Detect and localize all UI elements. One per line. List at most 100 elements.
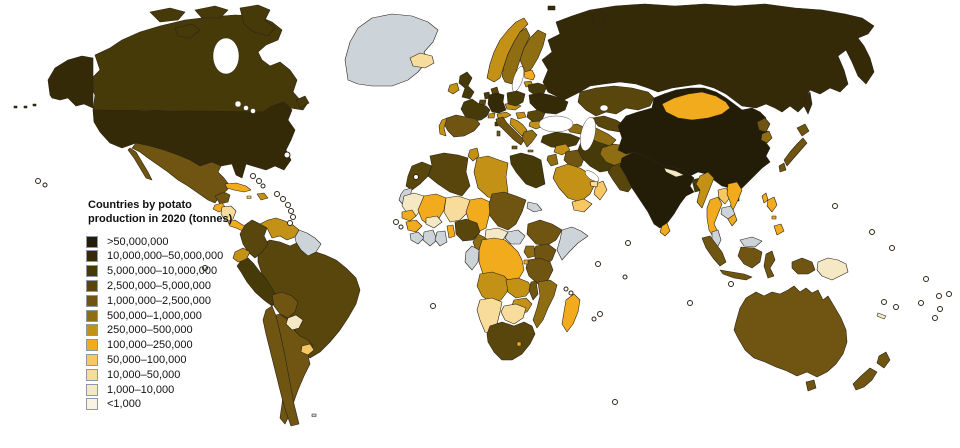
country-israel-jordan bbox=[546, 153, 559, 167]
legend-row: 250,000–500,000 bbox=[86, 324, 256, 337]
country-tunisia bbox=[467, 147, 480, 162]
island-ring-palau bbox=[728, 281, 734, 287]
legend-row: 10,000,000–50,000,000 bbox=[86, 250, 256, 263]
country-tanzania bbox=[525, 257, 554, 285]
legend-row: <1,000 bbox=[86, 398, 256, 411]
country-canada-arctic-island bbox=[149, 7, 186, 23]
island-ring-antilles bbox=[285, 202, 291, 208]
island-ring-chagos bbox=[622, 274, 628, 280]
island-ring-tonga bbox=[918, 300, 924, 306]
island-ring-fiji bbox=[936, 293, 942, 299]
island-ring-micronesia bbox=[889, 245, 895, 251]
legend-row: >50,000,000 bbox=[86, 235, 256, 248]
country-uganda bbox=[523, 245, 536, 259]
country-italy bbox=[495, 116, 525, 146]
legend-swatch bbox=[86, 353, 98, 366]
country-algeria bbox=[427, 152, 471, 197]
island-ring-galapagos bbox=[202, 265, 208, 271]
legend-swatch bbox=[86, 309, 98, 322]
country-uruguay bbox=[300, 343, 315, 356]
country-novaya-zemlya bbox=[591, 9, 607, 29]
country-sakhalin bbox=[803, 91, 813, 115]
country-morocco bbox=[405, 161, 433, 191]
persian-gulf bbox=[584, 170, 600, 182]
country-russia bbox=[541, 3, 875, 113]
country-ethiopia bbox=[526, 219, 563, 247]
country-ivory-coast bbox=[422, 229, 438, 247]
country-cambodia bbox=[720, 205, 736, 220]
legend: Countries by potato production in 2020 (… bbox=[86, 198, 256, 413]
country-vietnam bbox=[725, 181, 743, 227]
aleutian-islands bbox=[23, 105, 28, 109]
country-guyanas bbox=[294, 229, 322, 257]
country-germany bbox=[487, 92, 507, 114]
country-new-zealand-north bbox=[876, 351, 891, 369]
baltic-sea bbox=[511, 66, 525, 92]
country-sierra-leone-liberia bbox=[409, 231, 425, 245]
island-ring-comoros bbox=[568, 290, 574, 296]
country-myanmar bbox=[695, 171, 715, 209]
country-japan-hokkaido bbox=[796, 123, 810, 137]
country-iceland bbox=[409, 52, 435, 69]
island-ring-st-helena bbox=[430, 303, 436, 309]
country-svalbard bbox=[547, 5, 556, 11]
country-philippines-mindanao bbox=[773, 223, 785, 236]
legend-row: 1,000–10,000 bbox=[86, 383, 256, 396]
country-rwanda-burundi bbox=[523, 259, 529, 265]
country-ghana bbox=[434, 230, 448, 247]
island-ring-maldives bbox=[625, 240, 631, 246]
country-new-caledonia bbox=[876, 312, 887, 320]
country-senegal bbox=[401, 209, 417, 222]
country-niger bbox=[443, 195, 471, 223]
legend-row: 500,000–1,000,000 bbox=[86, 309, 256, 322]
legend-row: 2,500,000–5,000,000 bbox=[86, 279, 256, 292]
country-new-zealand-south bbox=[852, 367, 878, 391]
legend-label: 5,000,000–10,000,000 bbox=[107, 265, 218, 278]
caspian-sea bbox=[580, 117, 596, 151]
country-madagascar bbox=[561, 293, 581, 333]
country-guinea bbox=[405, 219, 423, 233]
island-ring-bermuda bbox=[283, 151, 291, 159]
island-ring-antilles bbox=[290, 214, 296, 220]
island-ring-hawaii bbox=[35, 178, 41, 184]
legend-label: <1,000 bbox=[107, 398, 141, 411]
country-honduras-nicaragua bbox=[220, 205, 237, 223]
country-malaysia-borneo bbox=[739, 236, 763, 248]
island-ring-marshall bbox=[923, 276, 929, 282]
country-iraq bbox=[563, 149, 586, 169]
aleutian-islands bbox=[32, 103, 37, 107]
island-ring-mauritius bbox=[597, 311, 603, 317]
island-ring-samoa bbox=[937, 306, 943, 312]
island-ring-seychelles bbox=[595, 261, 601, 267]
island-ring-guam bbox=[832, 203, 838, 209]
country-north-korea bbox=[756, 117, 771, 133]
island-ring-hawaii bbox=[42, 182, 48, 188]
legend-swatch bbox=[86, 398, 98, 411]
country-jamaica bbox=[246, 195, 252, 199]
great-lake bbox=[234, 100, 242, 108]
black-sea bbox=[538, 115, 574, 133]
legend-swatch bbox=[86, 279, 98, 292]
island-ring-cape-verde bbox=[393, 219, 399, 225]
great-lake bbox=[250, 108, 256, 114]
country-mongolia bbox=[661, 91, 731, 121]
country-ukraine bbox=[528, 92, 569, 115]
country-hispaniola bbox=[256, 192, 269, 201]
country-turkey bbox=[540, 131, 581, 149]
country-baffin-island bbox=[239, 4, 276, 37]
legend-row: 1,000,000–2,500,000 bbox=[86, 294, 256, 307]
country-malawi bbox=[528, 280, 539, 301]
country-egypt bbox=[509, 152, 546, 189]
island-ring-tonga bbox=[932, 315, 938, 321]
legend-row: 5,000,000–10,000,000 bbox=[86, 265, 256, 278]
country-tasmania bbox=[805, 379, 817, 392]
island-ring-bahamas bbox=[256, 178, 262, 184]
country-philippines-visayas bbox=[771, 215, 777, 220]
country-indonesia-kalimantan bbox=[737, 246, 763, 269]
hudson-bay bbox=[212, 37, 240, 75]
country-cuba bbox=[224, 182, 252, 193]
country-mozambique bbox=[532, 279, 558, 329]
country-paraguay bbox=[285, 314, 304, 331]
country-lesotho bbox=[516, 341, 522, 347]
